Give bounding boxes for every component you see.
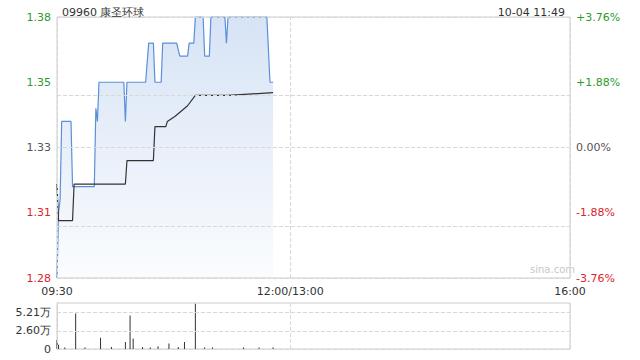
svg-text:-3.76%: -3.76% xyxy=(576,272,615,285)
svg-text:5.21万: 5.21万 xyxy=(16,306,52,319)
svg-text:0: 0 xyxy=(44,343,51,356)
svg-text:1.35: 1.35 xyxy=(27,76,52,89)
svg-text:12:00/13:00: 12:00/13:00 xyxy=(257,285,324,298)
svg-text:+1.88%: +1.88% xyxy=(576,76,620,89)
svg-text:09960 康圣环球: 09960 康圣环球 xyxy=(62,6,145,19)
svg-text:0.00%: 0.00% xyxy=(576,141,611,154)
svg-text:16:00: 16:00 xyxy=(554,285,586,298)
svg-text:+3.76%: +3.76% xyxy=(576,11,620,24)
svg-text:09:30: 09:30 xyxy=(41,285,73,298)
svg-text:-1.88%: -1.88% xyxy=(576,206,615,219)
svg-text:1.31: 1.31 xyxy=(27,206,52,219)
svg-text:1.38: 1.38 xyxy=(27,11,52,24)
svg-text:2.60万: 2.60万 xyxy=(16,324,52,337)
svg-text:1.33: 1.33 xyxy=(27,141,52,154)
svg-text:10-04 11:49: 10-04 11:49 xyxy=(498,6,565,19)
svg-text:1.28: 1.28 xyxy=(27,272,52,285)
svg-text:sina.com: sina.com xyxy=(530,264,575,275)
